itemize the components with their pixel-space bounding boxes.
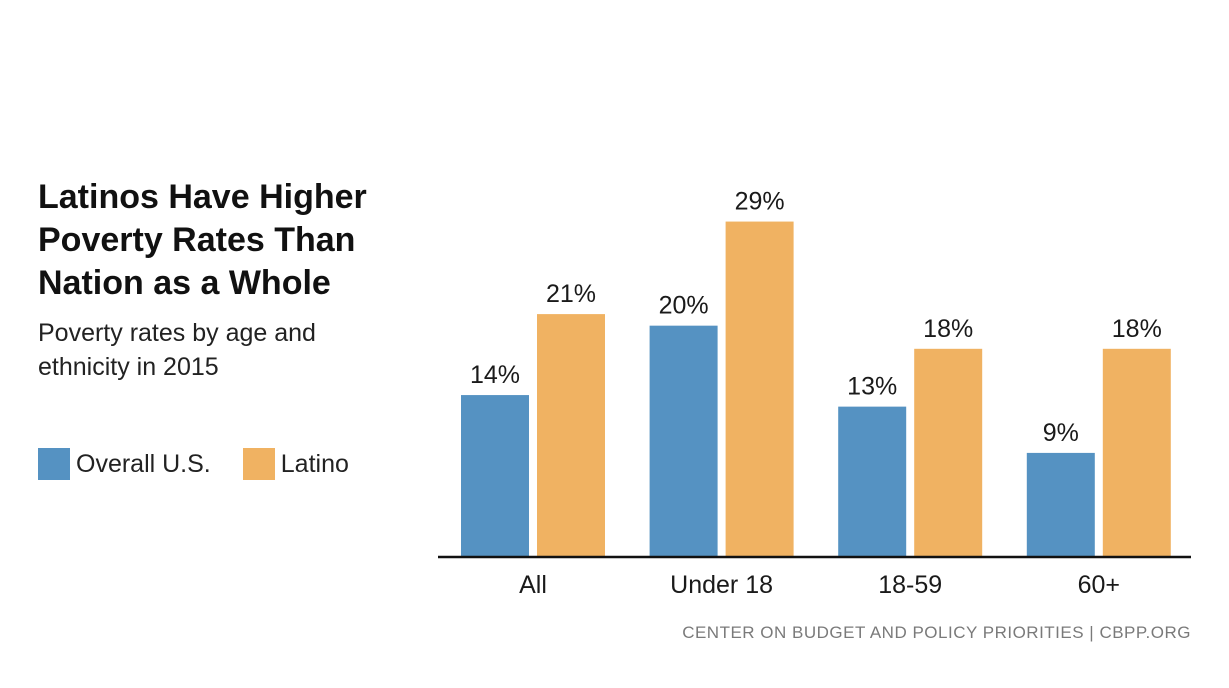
legend-item-overall-us: Overall U.S.: [38, 448, 211, 480]
legend: Overall U.S. Latino: [38, 448, 381, 480]
data-label-latino-60: 18%: [1112, 315, 1162, 343]
bar-overall-u-s-under-18: [649, 325, 718, 557]
legend-item-latino: Latino: [242, 448, 349, 480]
chart-title: Latinos Have Higher Poverty Rates Than N…: [38, 178, 367, 302]
legend-swatch-latino: [242, 448, 275, 480]
bar-latino-18-59: [914, 348, 983, 557]
data-label-overall-u-s-under-18: 20%: [659, 292, 709, 320]
data-label-latino-under-18: 29%: [735, 188, 785, 216]
bar-latino-under-18: [725, 221, 794, 558]
category-label-all: All: [519, 571, 547, 599]
category-label-18-59: 18-59: [878, 571, 942, 599]
bar-overall-u-s-18-59: [838, 406, 907, 557]
legend-label-latino: Latino: [280, 449, 349, 478]
bar-overall-u-s-60: [1026, 452, 1095, 557]
data-label-overall-u-s-all: 14%: [470, 361, 520, 389]
data-label-overall-u-s-18-59: 13%: [847, 373, 897, 401]
data-label-overall-u-s-60: 9%: [1043, 419, 1079, 447]
legend-swatch-overall-us: [38, 448, 70, 480]
chart-subtitle: Poverty rates by age and ethnicity in 20…: [38, 319, 316, 381]
legend-label-overall-us: Overall U.S.: [76, 449, 211, 478]
category-label-under-18: Under 18: [670, 571, 773, 599]
bar-overall-u-s-all: [461, 395, 529, 557]
category-label-60: 60+: [1078, 571, 1120, 599]
bar-latino-60: [1102, 348, 1171, 557]
bar-latino-all: [537, 314, 605, 557]
data-label-latino-all: 21%: [546, 280, 596, 308]
source-credit: CENTER ON BUDGET AND POLICY PRIORITIES |…: [682, 623, 1191, 642]
data-label-latino-18-59: 18%: [923, 315, 973, 343]
